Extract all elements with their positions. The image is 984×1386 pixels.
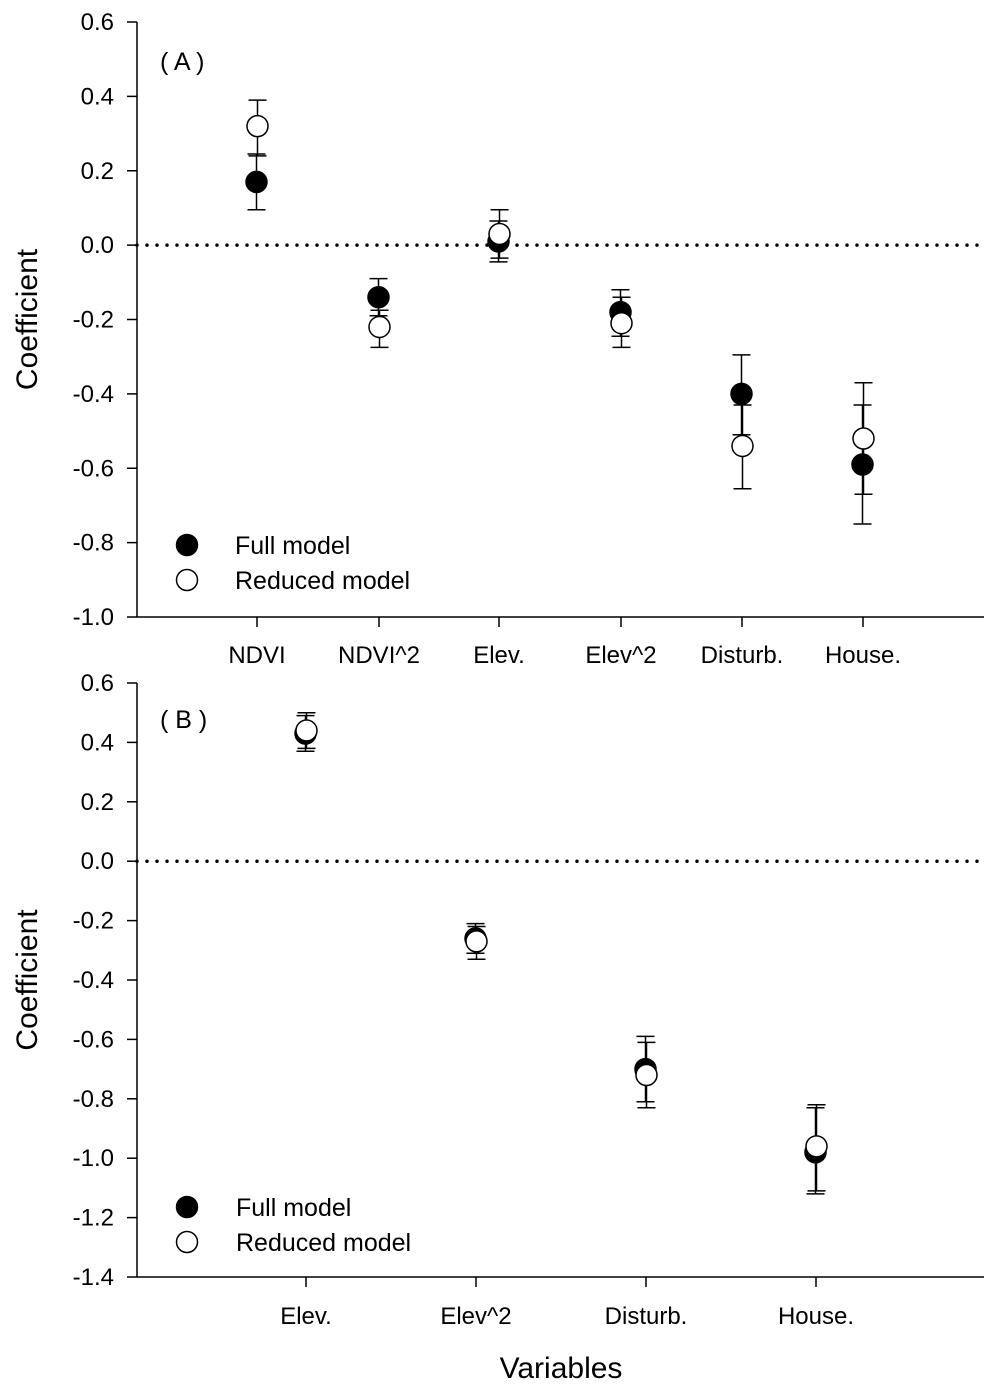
panel-b: 0.6 0.4 0.2 0.0 -0.2 -0.4 -0.6 -0.8 -1.0 -1.2 -1.4… <box>11 670 984 1330</box>
reduced-model-point <box>368 315 391 339</box>
y-tick-label: 0.2 <box>81 789 114 816</box>
y-tick-label: 0.2 <box>81 158 114 185</box>
reduced-model-point <box>635 1063 658 1087</box>
reduced-model-point <box>295 719 318 742</box>
legend: Full model Reduced model <box>175 532 410 595</box>
reduced-model-point <box>465 930 488 953</box>
y-tick-label: -0.8 <box>73 530 114 557</box>
y-tick-label: 0.4 <box>81 729 114 756</box>
y-tick-label: 0.6 <box>81 670 114 697</box>
full-model-point <box>730 382 753 406</box>
x-tick-label: Elev. <box>280 1303 332 1330</box>
x-tick-label: Elev^2 <box>585 642 656 669</box>
y-tick-label: -0.6 <box>73 455 114 482</box>
reduced-model-point <box>805 1135 828 1158</box>
panel-label: ( A ) <box>160 48 204 76</box>
y-tick-label: 0.4 <box>81 83 114 110</box>
y-tick-label: 0.0 <box>81 848 114 875</box>
reduced-model-point <box>246 114 269 138</box>
y-tick-label: -0.2 <box>73 908 114 935</box>
legend-label: Full model <box>235 532 350 560</box>
y-tick-label: -0.8 <box>73 1086 114 1113</box>
legend-marker-reduced <box>175 568 199 592</box>
y-tick-label: -1.2 <box>73 1205 114 1232</box>
y-tick-label: -0.4 <box>73 381 114 408</box>
y-tick-label: -0.2 <box>73 307 114 334</box>
y-tick-label: -1.0 <box>73 1145 114 1172</box>
legend-marker-reduced <box>175 1230 199 1254</box>
panel-a: 0.6 0.4 0.2 0.0 -0.2 -0.4 -0.6 -0.8 -1.0 NDVI NDVI… <box>11 9 984 669</box>
x-tick-label: NDVI <box>228 642 285 669</box>
legend-label: Reduced model <box>235 567 410 595</box>
y-tick-label: -0.6 <box>73 1026 114 1053</box>
legend: Full model Reduced model <box>175 1194 411 1257</box>
legend-marker-full <box>175 533 199 557</box>
y-axis-title: Coefficient <box>11 909 44 1051</box>
reduced-model-point <box>731 434 754 458</box>
x-tick-label: Disturb. <box>605 1303 688 1330</box>
legend-marker-full <box>175 1195 199 1219</box>
y-tick-label: 0.6 <box>81 9 114 36</box>
y-axis-title: Coefficient <box>11 248 44 390</box>
legend-label: Full model <box>236 1194 351 1222</box>
x-tick-label: Elev^2 <box>440 1303 511 1330</box>
y-tick-label: -1.0 <box>73 604 114 631</box>
y-tick-label: -1.4 <box>73 1264 114 1291</box>
reduced-model-point <box>610 311 633 335</box>
y-tick-label: 0.0 <box>81 232 114 259</box>
x-tick-label: House. <box>825 642 901 669</box>
full-model-point <box>245 170 268 194</box>
x-axis-title: Variables <box>500 1352 623 1385</box>
x-tick-label: Elev. <box>473 642 525 669</box>
x-tick-label: House. <box>778 1303 854 1330</box>
full-model-point <box>367 285 390 309</box>
x-tick-label: NDVI^2 <box>338 642 420 669</box>
y-tick-label: -0.4 <box>73 967 114 994</box>
reduced-model-point <box>488 222 511 246</box>
full-model-point <box>851 453 874 476</box>
x-tick-label: Disturb. <box>701 642 784 669</box>
panel-label: ( B ) <box>160 706 207 734</box>
reduced-model-point <box>852 427 875 450</box>
legend-label: Reduced model <box>236 1229 411 1257</box>
